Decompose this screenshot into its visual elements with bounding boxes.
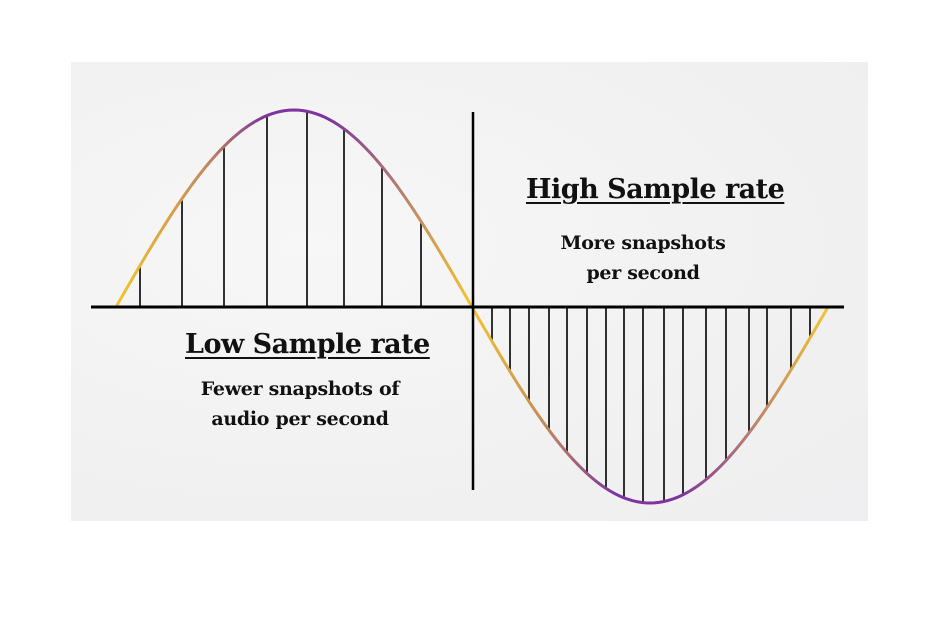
high-desc-line2: per second <box>586 262 700 284</box>
low-desc-line1: Fewer snapshots of <box>200 378 400 400</box>
low-sample-lines <box>139 111 422 307</box>
high-sample-lines <box>491 307 811 503</box>
sine-positive-half <box>114 108 474 308</box>
high-desc-line1: More snapshots <box>560 232 726 254</box>
background-panel <box>71 62 868 521</box>
high-sample-rate-desc: More snapshots per second <box>540 228 746 288</box>
low-sample-rate-title: Low Sample rate <box>185 329 430 360</box>
sine-negative-half <box>470 306 830 505</box>
low-sample-rate-desc: Fewer snapshots of audio per second <box>180 374 420 434</box>
low-desc-line2: audio per second <box>211 408 389 430</box>
high-sample-rate-title: High Sample rate <box>526 174 785 205</box>
